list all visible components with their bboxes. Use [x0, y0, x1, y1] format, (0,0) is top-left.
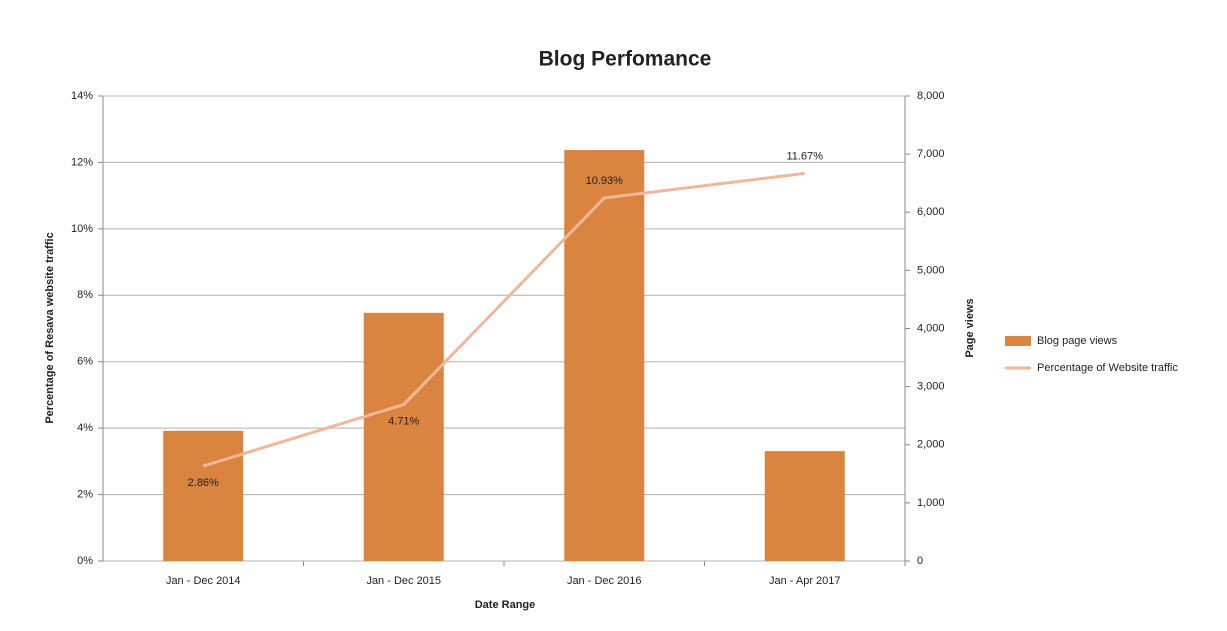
y2-tick-label: 3,000: [917, 381, 945, 393]
bar: [163, 430, 244, 561]
y-tick-label: 12%: [71, 156, 93, 168]
y-tick-label: 8%: [77, 289, 93, 301]
bar: [363, 312, 444, 561]
data-label: 11.67%: [787, 150, 824, 162]
line: [202, 171, 805, 468]
legend-swatch: [1005, 336, 1031, 346]
bar: [764, 451, 845, 561]
legend-label: Percentage of Website traffic: [1037, 362, 1178, 374]
x-tick-label: Jan - Dec 2016: [567, 575, 642, 587]
y-tick-label: 4%: [77, 422, 93, 434]
y-tick-label: 0%: [77, 555, 93, 567]
y-tick-label: 6%: [77, 356, 93, 368]
data-label: 2.86%: [188, 477, 219, 489]
bar: [564, 150, 645, 561]
y2-tick-label: 8,000: [917, 90, 945, 102]
y2-tick-label: 1,000: [917, 497, 945, 509]
y2-axis-title: Page views: [964, 298, 976, 357]
legend-label: Blog page views: [1037, 335, 1118, 347]
data-label: 10.93%: [586, 175, 624, 187]
x-tick-label: Jan - Apr 2017: [769, 575, 841, 587]
x-axis-title: Date Range: [475, 599, 536, 611]
y2-tick-label: 5,000: [917, 264, 945, 276]
y2-tick-label: 2,000: [917, 439, 945, 451]
y-tick-label: 10%: [71, 223, 93, 235]
y2-tick-label: 4,000: [917, 322, 945, 334]
y-tick-label: 2%: [77, 488, 93, 500]
x-tick-label: Jan - Dec 2014: [166, 575, 241, 587]
y2-tick-label: 6,000: [917, 206, 945, 218]
chart-title: Blog Perfomance: [539, 48, 712, 71]
data-label: 4.71%: [388, 415, 419, 427]
y2-tick-label: 7,000: [917, 148, 945, 160]
y2-tick-label: 0: [917, 555, 923, 567]
x-tick-label: Jan - Dec 2015: [366, 575, 441, 587]
y-tick-label: 14%: [71, 90, 93, 102]
y-axis-title: Percentage of Resava website traffic: [44, 232, 56, 423]
